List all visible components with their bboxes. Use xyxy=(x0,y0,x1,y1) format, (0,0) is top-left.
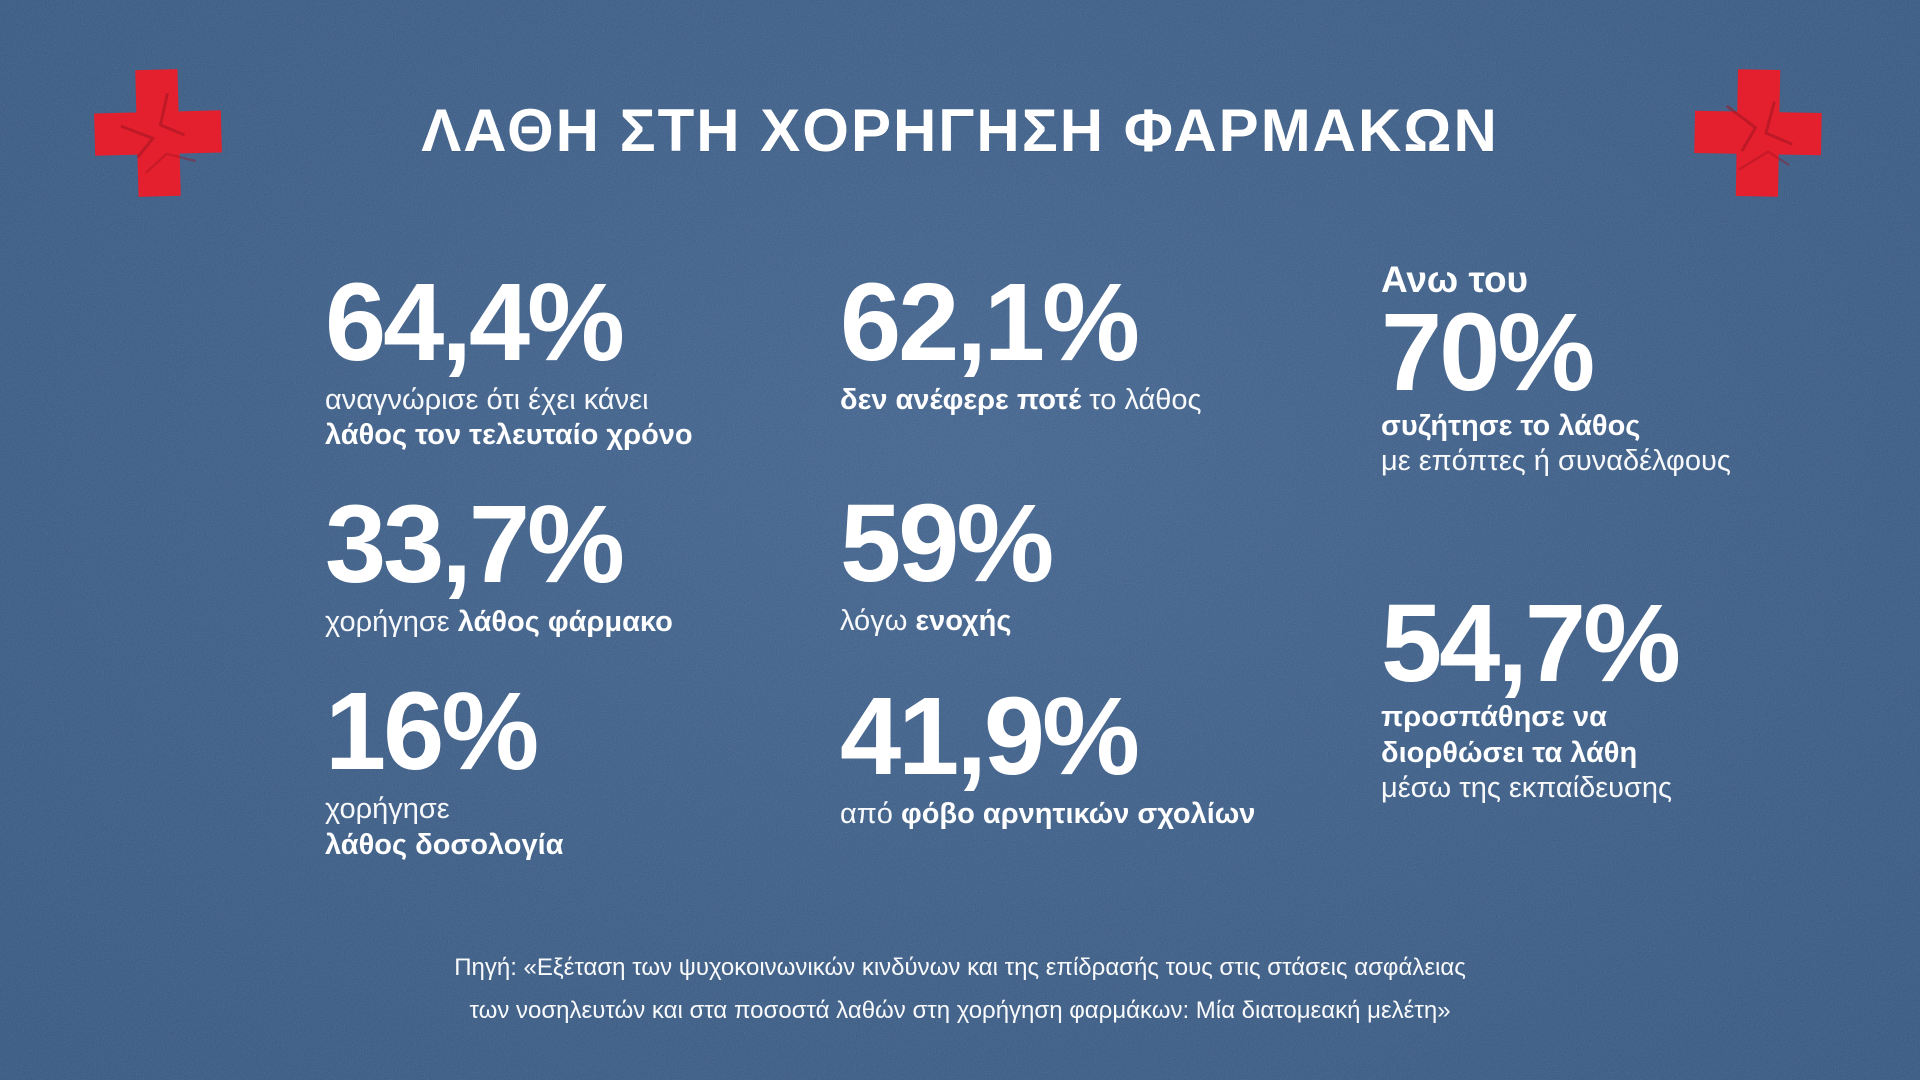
page-title: ΛΑΘΗ ΣΤΗ ΧΟΡΗΓΗΣΗ ΦΑΡΜΑΚΩΝ xyxy=(421,97,1499,164)
stat-desc-bold: διορθώσει τα λάθη xyxy=(1381,736,1638,769)
source-citation: Πηγή: «Εξέταση των ψυχοκοινωνικών κινδύν… xyxy=(0,956,1920,1042)
source-line-1: Πηγή: «Εξέταση των ψυχοκοινωνικών κινδύν… xyxy=(454,954,1466,981)
red-cross-icon xyxy=(1691,63,1825,203)
stat-value: 59% xyxy=(840,482,1054,606)
red-cross-glyph xyxy=(94,69,222,197)
stat-fear-negative-comments: 41,9% από φόβο αρνητικών σχολίων xyxy=(840,674,1280,832)
stat-desc-bold: φόβο αρνητικών σχολίων xyxy=(900,797,1256,830)
stat-desc-bold: δεν ανέφερε ποτέ xyxy=(840,384,1082,416)
stat-value: 41,9% xyxy=(840,674,1140,798)
stat-corrected-through-education: 54,7% προσπάθησε να διορθώσει τα λάθη μέ… xyxy=(1381,581,1801,807)
stat-description: προσπάθησε να διορθώσει τα λάθη μέσω της… xyxy=(1381,700,1801,806)
stat-desc-regular: χορήγησε xyxy=(325,605,458,638)
stats-column-2: 62,1% δεν ανέφερε ποτέ το λάθος 59% λόγω… xyxy=(840,268,1280,832)
stat-wrong-dosage: 16% χορήγησε λάθος δοσολογία xyxy=(325,677,745,863)
red-cross-glyph xyxy=(1694,69,1822,197)
stat-error-last-year: 64,4% αναγνώρισε ότι έχει κάνει λάθος το… xyxy=(325,268,745,454)
stat-due-to-guilt: 59% λόγω ενοχής xyxy=(840,489,1280,639)
stat-desc-regular: χορήγησε xyxy=(325,793,450,826)
stat-desc-bold: λάθος φάρμακο xyxy=(457,605,673,638)
stat-desc-bold: συζήτησε το λάθος xyxy=(1381,410,1641,443)
source-line-2: των νοσηλευτών και στα ποσοστά λαθών στη… xyxy=(469,997,1451,1024)
stat-description: λόγω ενοχής xyxy=(840,604,1280,639)
stat-value: 62,1% xyxy=(840,261,1140,384)
stat-desc-regular: μέσω της εκπαίδευσης xyxy=(1381,771,1673,804)
stat-value: 33,7% xyxy=(325,482,625,606)
stat-desc-bold: λάθος τον τελευταίο χρόνο xyxy=(325,419,693,452)
stat-description: συζήτησε το λάθος με επόπτες ή συναδέλφο… xyxy=(1381,409,1801,480)
stat-desc-regular: αναγνώρισε ότι έχει κάνει xyxy=(325,384,649,416)
stat-desc-bold: λάθος δοσολογία xyxy=(325,828,564,861)
red-cross-icon xyxy=(90,62,226,203)
stat-description: αναγνώρισε ότι έχει κάνει λάθος τον τελε… xyxy=(325,383,745,454)
stat-value: 16% xyxy=(325,670,539,794)
stat-value: 54,7% xyxy=(1381,581,1681,705)
stat-wrong-drug: 33,7% χορήγησε λάθος φάρμακο xyxy=(325,482,745,640)
stats-column-1: 64,4% αναγνώρισε ότι έχει κάνει λάθος το… xyxy=(325,268,745,863)
stat-desc-regular: το λάθος xyxy=(1081,384,1202,416)
stat-description: δεν ανέφερε ποτέ το λάθος xyxy=(840,383,1280,418)
stat-value: 70% xyxy=(1381,290,1595,414)
stat-discussed-error: Ανω του 70% συζήτησε το λάθος με επόπτες… xyxy=(1381,259,1801,480)
stat-desc-bold: ενοχής xyxy=(915,605,1012,638)
stat-desc-regular: από xyxy=(840,797,901,830)
stat-desc-bold: προσπάθησε να xyxy=(1381,701,1607,734)
stat-never-reported: 62,1% δεν ανέφερε ποτέ το λάθος xyxy=(840,268,1280,418)
stat-value: 64,4% xyxy=(325,261,625,384)
stat-description: χορήγησε λάθος δοσολογία xyxy=(325,792,745,863)
stats-column-3: Ανω του 70% συζήτησε το λάθος με επόπτες… xyxy=(1381,259,1801,807)
stat-prefix: Ανω του xyxy=(1381,259,1529,300)
stat-description: χορήγησε λάθος φάρμακο xyxy=(325,605,745,640)
stat-desc-regular: λόγω xyxy=(840,605,916,638)
stat-desc-regular: με επόπτες ή συναδέλφους xyxy=(1381,445,1731,478)
stat-description: από φόβο αρνητικών σχολίων xyxy=(840,797,1280,832)
